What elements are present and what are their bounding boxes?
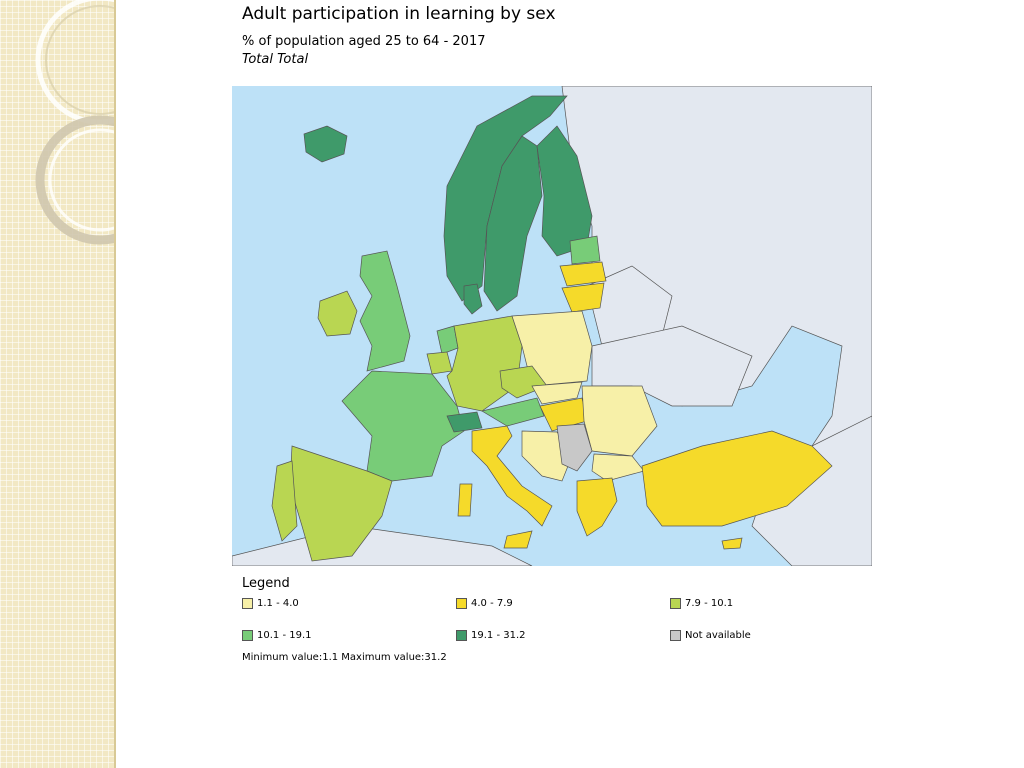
united-kingdom[interactable] [359, 250, 411, 372]
legend-item: Not available [670, 630, 751, 641]
legend-label: 10.1 - 19.1 [257, 630, 312, 641]
legend-swatch [242, 630, 253, 641]
legend-item: 19.1 - 31.2 [456, 630, 526, 641]
legend-swatch [456, 598, 467, 609]
lithuania[interactable] [561, 282, 605, 313]
page-subtitle: % of population aged 25 to 64 - 2017 [242, 34, 486, 49]
switzerland[interactable] [446, 411, 483, 433]
legend-label: 4.0 - 7.9 [471, 598, 513, 609]
europe-choropleth-map[interactable] [232, 86, 872, 566]
portugal[interactable] [271, 460, 298, 542]
legend-swatch [242, 598, 253, 609]
greece[interactable] [576, 477, 618, 537]
cyprus[interactable] [721, 537, 743, 550]
austria[interactable] [481, 397, 545, 427]
legend-title: Legend [242, 576, 290, 591]
denmark[interactable] [463, 283, 483, 315]
legend-swatch [670, 630, 681, 641]
legend-label: Not available [685, 630, 751, 641]
legend-swatch [670, 598, 681, 609]
legend-item: 7.9 - 10.1 [670, 598, 733, 609]
page-title: Adult participation in learning by sex [242, 4, 556, 24]
ireland[interactable] [317, 290, 358, 337]
legend-item: 4.0 - 7.9 [456, 598, 513, 609]
slovakia[interactable] [531, 381, 583, 405]
legend-swatch [456, 630, 467, 641]
legend-label: 1.1 - 4.0 [257, 598, 299, 609]
sicily[interactable] [503, 530, 533, 549]
bulgaria[interactable] [591, 453, 645, 482]
legend-label: 19.1 - 31.2 [471, 630, 526, 641]
italy[interactable] [471, 425, 553, 527]
legend-item: 10.1 - 19.1 [242, 630, 312, 641]
decorative-strip [0, 0, 116, 768]
sardinia[interactable] [457, 483, 473, 517]
iceland[interactable] [303, 125, 348, 163]
turkey[interactable] [641, 430, 833, 527]
min-max-values: Minimum value:1.1 Maximum value:31.2 [242, 652, 447, 663]
france[interactable] [341, 370, 465, 482]
estonia[interactable] [569, 235, 601, 265]
belarus [586, 265, 673, 347]
latvia[interactable] [559, 261, 607, 287]
serbia[interactable] [556, 423, 593, 472]
decorative-rings [35, 0, 114, 245]
legend-label: 7.9 - 10.1 [685, 598, 734, 609]
filter-label: Total Total [242, 52, 309, 67]
sweden[interactable] [483, 135, 543, 312]
legend-item: 1.1 - 4.0 [242, 598, 299, 609]
